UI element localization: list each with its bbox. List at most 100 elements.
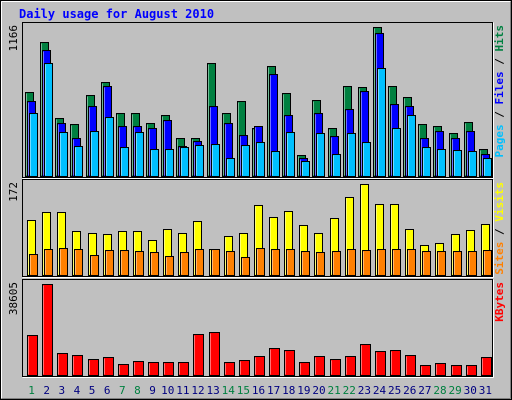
x-label-day-31: 31 — [479, 384, 492, 397]
bar-kbytes-day-30 — [466, 365, 477, 376]
bar-kbytes-day-24 — [375, 351, 386, 376]
bar-kbytes-day-28-fill — [435, 363, 446, 376]
bar-kbytes-day-23 — [360, 344, 371, 376]
bar-pages-day-31-fill — [483, 158, 492, 177]
bar-pages-day-31 — [483, 158, 492, 177]
bar-sites-day-18 — [286, 249, 295, 276]
bar-sites-day-12 — [195, 249, 204, 276]
bar-kbytes-day-17 — [269, 348, 280, 376]
bar-kbytes-day-2 — [42, 284, 53, 376]
bar-kbytes-day-5 — [88, 359, 99, 376]
panel-middle-frame — [22, 179, 493, 277]
bar-sites-day-9-fill — [150, 252, 159, 276]
bar-pages-day-5-fill — [90, 131, 99, 177]
bar-kbytes-day-4 — [72, 355, 83, 376]
x-label-day-6: 6 — [104, 384, 111, 397]
bar-pages-day-8-fill — [135, 132, 144, 177]
bar-sites-day-8-fill — [135, 251, 144, 276]
bar-pages-day-15 — [241, 145, 250, 177]
bar-pages-day-10-fill — [165, 149, 174, 177]
bar-kbytes-day-11 — [178, 362, 189, 376]
bar-kbytes-day-31-fill — [481, 357, 492, 376]
x-label-day-2: 2 — [43, 384, 50, 397]
bar-sites-day-14 — [226, 251, 235, 276]
bar-pages-day-6-fill — [105, 117, 114, 177]
bar-pages-day-8 — [135, 132, 144, 177]
bar-kbytes-day-3-fill — [57, 353, 68, 376]
bar-pages-day-27-fill — [422, 147, 431, 177]
bar-kbytes-day-19 — [299, 362, 310, 376]
bar-kbytes-day-16 — [254, 356, 265, 376]
bar-sites-day-16 — [256, 248, 265, 276]
bar-kbytes-day-26-fill — [405, 355, 416, 376]
bar-sites-day-26 — [407, 249, 416, 276]
bar-pages-day-7-fill — [120, 147, 129, 177]
bar-sites-day-27-fill — [422, 251, 431, 276]
bar-kbytes-day-25 — [390, 350, 401, 376]
legend-part-0: Sites — [493, 242, 506, 275]
bar-sites-day-15 — [241, 257, 250, 276]
bar-sites-day-4-fill — [74, 249, 83, 276]
bar-pages-day-26 — [407, 115, 416, 177]
bar-sites-day-17 — [271, 249, 280, 276]
bar-pages-day-7 — [120, 147, 129, 177]
bar-sites-day-13-fill — [211, 249, 220, 276]
bar-sites-day-15-fill — [241, 257, 250, 276]
bar-kbytes-day-12 — [193, 334, 204, 376]
x-label-day-22: 22 — [343, 384, 356, 397]
chart-panels: 1166 Pages / Files / Hits 172 Sites / Visit… — [7, 22, 506, 378]
bar-sites-day-28-fill — [437, 251, 446, 276]
bar-sites-day-6 — [105, 250, 114, 276]
x-label-day-25: 25 — [388, 384, 401, 397]
bar-pages-day-9-fill — [150, 149, 159, 177]
bar-pages-day-30-fill — [468, 151, 477, 177]
bar-pages-day-24 — [377, 68, 386, 177]
bar-pages-day-20 — [316, 133, 325, 177]
legend-part-1: / — [493, 105, 506, 125]
bar-pages-day-13 — [211, 144, 220, 177]
bar-pages-day-21 — [332, 154, 341, 177]
bar-sites-day-20-fill — [316, 252, 325, 276]
bar-pages-day-18 — [286, 132, 295, 177]
panel-middle: 172 Sites / Visits — [7, 179, 506, 278]
panel-top-frame — [22, 22, 493, 178]
bar-sites-day-7-fill — [120, 250, 129, 276]
bar-kbytes-day-20 — [314, 356, 325, 376]
bar-sites-day-12-fill — [195, 249, 204, 276]
panel-middle-legend: Sites / Visits — [493, 182, 506, 275]
bar-kbytes-day-8 — [133, 361, 144, 376]
bar-pages-day-24-fill — [377, 68, 386, 177]
bar-pages-day-12 — [195, 145, 204, 177]
bar-kbytes-day-17-fill — [269, 348, 280, 376]
bar-kbytes-day-22-fill — [345, 356, 356, 376]
bar-sites-day-26-fill — [407, 249, 416, 276]
bar-pages-day-18-fill — [286, 132, 295, 177]
bar-sites-day-31 — [483, 250, 492, 276]
x-label-day-20: 20 — [312, 384, 325, 397]
bar-kbytes-day-6 — [103, 357, 114, 376]
bar-sites-day-4 — [74, 249, 83, 276]
bar-pages-day-2 — [44, 63, 53, 177]
panel-bottom: 38605 KBytes — [7, 279, 506, 378]
bar-sites-day-18-fill — [286, 249, 295, 276]
bar-pages-day-9 — [150, 149, 159, 177]
bar-sites-day-28 — [437, 251, 446, 276]
x-label-day-5: 5 — [89, 384, 96, 397]
bar-sites-day-1 — [29, 254, 38, 276]
bar-pages-day-16-fill — [256, 142, 265, 177]
bar-kbytes-day-5-fill — [88, 359, 99, 376]
bar-kbytes-day-3 — [57, 353, 68, 376]
bar-kbytes-day-13-fill — [209, 332, 220, 376]
bar-pages-day-2-fill — [44, 63, 53, 177]
bar-kbytes-day-27 — [420, 365, 431, 376]
bar-pages-day-28-fill — [437, 149, 446, 177]
bar-sites-day-30-fill — [468, 251, 477, 276]
bar-sites-day-20 — [316, 252, 325, 276]
bar-kbytes-day-31 — [481, 357, 492, 376]
bar-kbytes-day-7-fill — [118, 364, 129, 376]
x-label-day-16: 16 — [252, 384, 265, 397]
bar-pages-day-15-fill — [241, 145, 250, 177]
bar-kbytes-day-24-fill — [375, 351, 386, 376]
bar-sites-day-7 — [120, 250, 129, 276]
